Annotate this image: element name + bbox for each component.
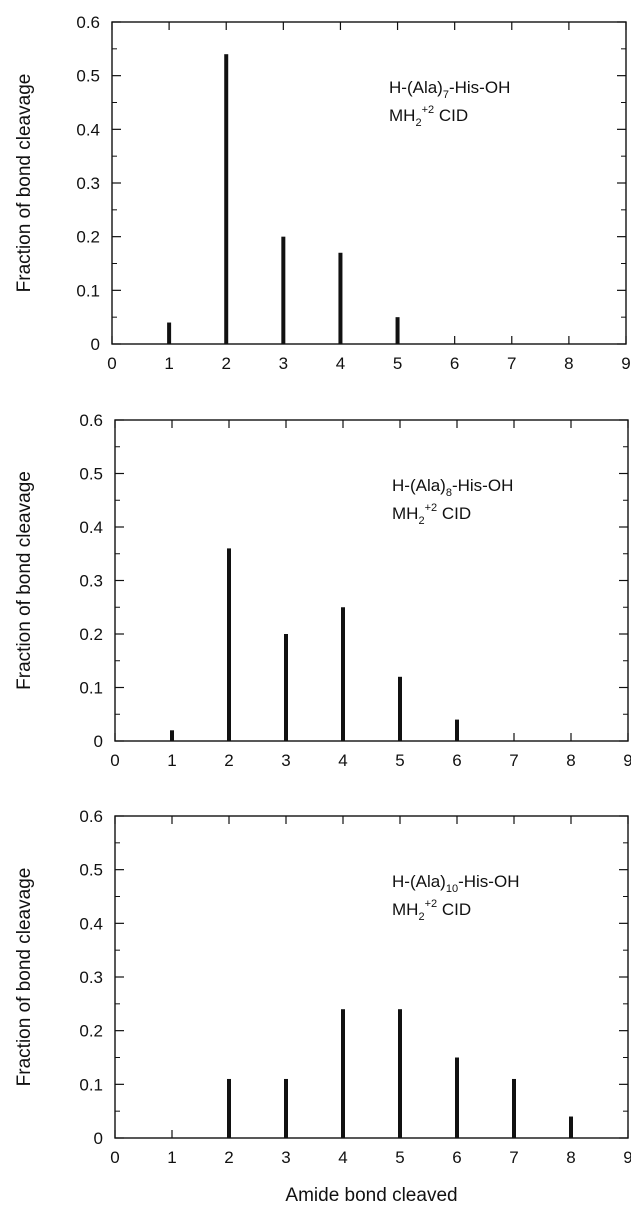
y-axis-label: Fraction of bond cleavage [14,471,35,690]
x-tick-label: 5 [395,1148,404,1167]
bar-5 [398,1009,402,1138]
x-tick-label: 5 [395,751,404,770]
x-tick-label: 9 [623,1148,631,1167]
bar-7 [512,1078,516,1138]
y-tick-label: 0.4 [79,518,103,537]
bar-3 [281,236,286,344]
peptide-annotation: H-(Ala)10-His-OH [392,872,519,895]
bar-3 [284,1078,288,1138]
y-tick-label: 0.2 [79,625,103,644]
y-tick-label: 0.5 [79,861,103,880]
bar-4 [341,607,345,741]
x-tick-label: 4 [336,354,345,373]
x-tick-label: 3 [281,751,290,770]
ion-annotation: MH2+2 CID [392,898,471,923]
x-tick-label: 0 [110,1148,119,1167]
y-tick-label: 0.2 [79,1022,103,1041]
plot-frame [111,21,627,345]
x-tick-label: 2 [224,751,233,770]
x-tick-label: 6 [450,354,459,373]
x-tick-label: 4 [338,751,347,770]
peptide-annotation: H-(Ala)8-His-OH [392,476,513,499]
y-tick-label: 0.4 [76,120,100,139]
x-axis-label: Amide bond cleaved [285,1185,457,1206]
bar-1 [167,322,172,344]
x-tick-label: 9 [621,354,630,373]
x-tick-label: 1 [164,354,173,373]
x-tick-label: 1 [167,751,176,770]
x-tick-label: 3 [281,1148,290,1167]
y-tick-label: 0.5 [79,465,103,484]
y-tick-label: 0.5 [76,67,100,86]
x-tick-label: 8 [566,751,575,770]
y-tick-label: 0.3 [76,174,100,193]
x-tick-label: 2 [224,1148,233,1167]
y-tick-label: 0.6 [76,13,100,32]
x-tick-label: 9 [623,751,631,770]
y-tick-label: 0 [94,732,103,751]
y-tick-label: 0.4 [79,914,103,933]
y-tick-label: 0.3 [79,968,103,987]
bar-8 [569,1116,573,1138]
x-tick-label: 8 [566,1148,575,1167]
bar-2 [224,54,229,344]
chart-panel-2: 0 0.1 0.2 0.3 0.4 0.5 0.6 0 1 2 3 4 5 6 7 8 9 Fraction of… [14,411,631,770]
y-axis-label: Fraction of bond cleavage [14,74,35,293]
peptide-annotation: H-(Ala)7-His-OH [389,78,510,101]
chart-panel-3: 0 0.1 0.2 0.3 0.4 0.5 0.6 0 1 2 3 4 5 6 7 8 9 Fraction of… [14,807,631,1206]
plot-frame [114,419,629,742]
bar-4 [341,1009,345,1138]
bar-1 [170,730,174,741]
y-tick-label: 0.1 [79,1075,103,1094]
y-axis-label: Fraction of bond cleavage [14,868,35,1087]
x-tick-label: 5 [393,354,402,373]
bar-2 [227,1078,231,1138]
x-tick-label: 0 [110,751,119,770]
y-tick-label: 0.1 [76,281,100,300]
bar-5 [398,676,402,741]
x-tick-label: 7 [509,751,518,770]
bar-5 [395,317,400,344]
x-tick-label: 4 [338,1148,347,1167]
y-tick-label: 0.2 [76,228,100,247]
bar-3 [284,634,288,741]
y-tick-label: 0.3 [79,572,103,591]
x-tick-label: 7 [507,354,516,373]
y-tick-label: 0.1 [79,679,103,698]
ion-annotation: MH2+2 CID [389,104,468,129]
y-tick-label: 0.6 [79,807,103,826]
ion-annotation: MH2+2 CID [392,502,471,527]
y-tick-label: 0 [94,1129,103,1148]
x-tick-label: 3 [279,354,288,373]
bar-6 [455,719,459,741]
x-tick-label: 8 [564,354,573,373]
x-tick-label: 1 [167,1148,176,1167]
chart-panel-1: 0 0.1 0.2 0.3 0.4 0.5 0.6 0 1 2 3 4 5 6 7 8 9 Fraction of… [14,13,631,373]
y-tick-label: 0.6 [79,411,103,430]
plot-frame [114,815,629,1139]
x-tick-label: 2 [221,354,230,373]
x-tick-label: 6 [452,751,461,770]
y-tick-label: 0 [91,335,100,354]
x-tick-label: 7 [509,1148,518,1167]
bar-4 [338,252,343,344]
bar-2 [227,548,231,741]
x-tick-label: 0 [107,354,116,373]
x-tick-label: 6 [452,1148,461,1167]
bar-6 [455,1057,459,1138]
